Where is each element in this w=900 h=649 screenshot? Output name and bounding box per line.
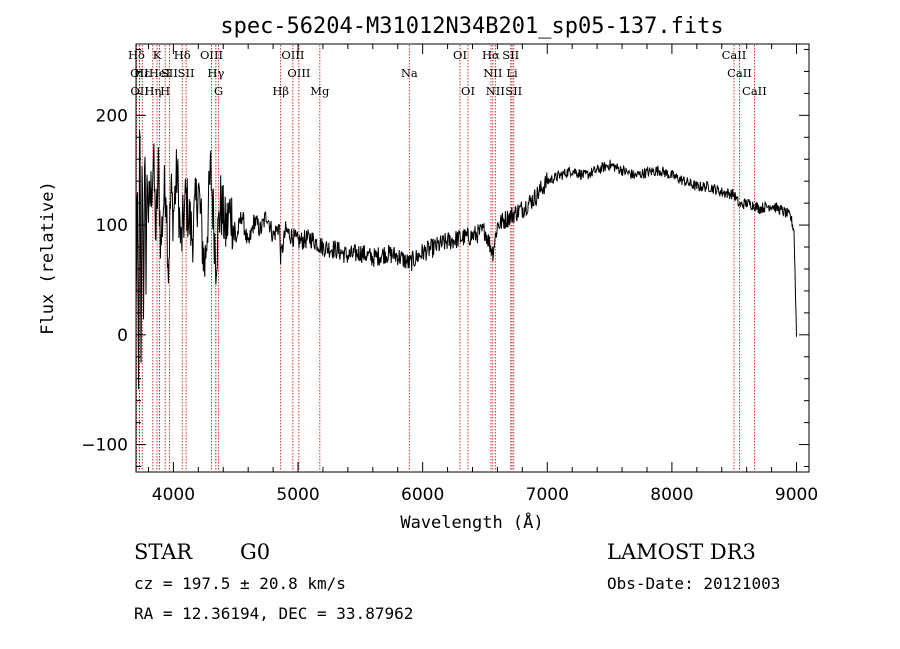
spectral-line-markers xyxy=(136,45,755,471)
coords-text: RA = 12.36194, DEC = 33.87962 xyxy=(134,604,413,623)
redshift-text: cz = 197.5 ± 20.8 km/s xyxy=(134,574,346,593)
line-label-12: Hγ xyxy=(207,66,224,80)
line-label-3: Hε xyxy=(134,66,150,80)
line-label-0: Hδ xyxy=(128,48,145,62)
x-tick-label-3: 7000 xyxy=(526,485,569,505)
line-label-20: OI xyxy=(461,84,475,98)
survey-name: LAMOST DR3 xyxy=(607,540,756,564)
object-class: STAR xyxy=(134,540,193,564)
line-label-26: SII xyxy=(505,84,522,98)
line-label-17: Mg xyxy=(310,84,330,98)
line-label-5: K xyxy=(153,48,162,62)
plot-frame xyxy=(135,43,810,473)
subclass: G0 xyxy=(240,540,270,564)
y-tick-label-3: 200 xyxy=(96,106,128,126)
x-axis-ticks: 4000 5000 6000 7000 8000 9000 xyxy=(147,44,818,505)
x-tick-label-0: 4000 xyxy=(152,485,195,505)
line-label-19: OI xyxy=(453,48,467,62)
x-axis-label: Wavelength (Å) xyxy=(400,511,543,533)
line-label-9: Hδ xyxy=(174,48,191,62)
line-label-13: G xyxy=(214,84,223,98)
line-label-29: CaII xyxy=(742,84,767,98)
chart-title: spec-56204-M31012N34B201_sp05-137.fits xyxy=(220,14,723,39)
line-label-11: OIII xyxy=(200,48,223,62)
x-tick-label-4: 8000 xyxy=(650,485,693,505)
line-label-27: CaII xyxy=(722,48,747,62)
line-label-21: Hα xyxy=(482,48,500,62)
line-label-24: SII xyxy=(502,48,519,62)
line-label-4: Hη xyxy=(144,84,161,98)
spectrum-series-line xyxy=(135,129,797,390)
y-tick-label-0: −100 xyxy=(81,436,128,456)
x-tick-label-1: 5000 xyxy=(276,485,319,505)
line-label-10: SII xyxy=(178,66,195,80)
line-label-25: Li xyxy=(506,66,518,80)
line-label-28: CaII xyxy=(727,66,752,80)
line-label-7: H xyxy=(160,84,170,98)
line-label-2: OII xyxy=(130,84,149,98)
line-label-16: OIII xyxy=(287,66,310,80)
line-label-15: OIII xyxy=(281,48,304,62)
obs-date-text: Obs-Date: 20121003 xyxy=(607,574,780,593)
line-label-22: NII xyxy=(483,66,502,80)
y-axis-label: Flux (relative) xyxy=(38,181,58,335)
line-label-6: HeI xyxy=(149,66,170,80)
line-label-14: Hβ xyxy=(272,84,289,98)
line-label-1: OII xyxy=(130,66,149,80)
y-tick-label-1: 0 xyxy=(117,326,128,346)
x-tick-label-2: 6000 xyxy=(401,485,444,505)
line-label-8: SII xyxy=(161,66,178,80)
y-axis-ticks: −100 0 100 200 xyxy=(81,48,809,468)
y-tick-label-2: 100 xyxy=(96,216,128,236)
x-tick-label-5: 9000 xyxy=(775,485,818,505)
line-label-23: NII xyxy=(486,84,505,98)
line-label-18: Na xyxy=(401,66,418,80)
